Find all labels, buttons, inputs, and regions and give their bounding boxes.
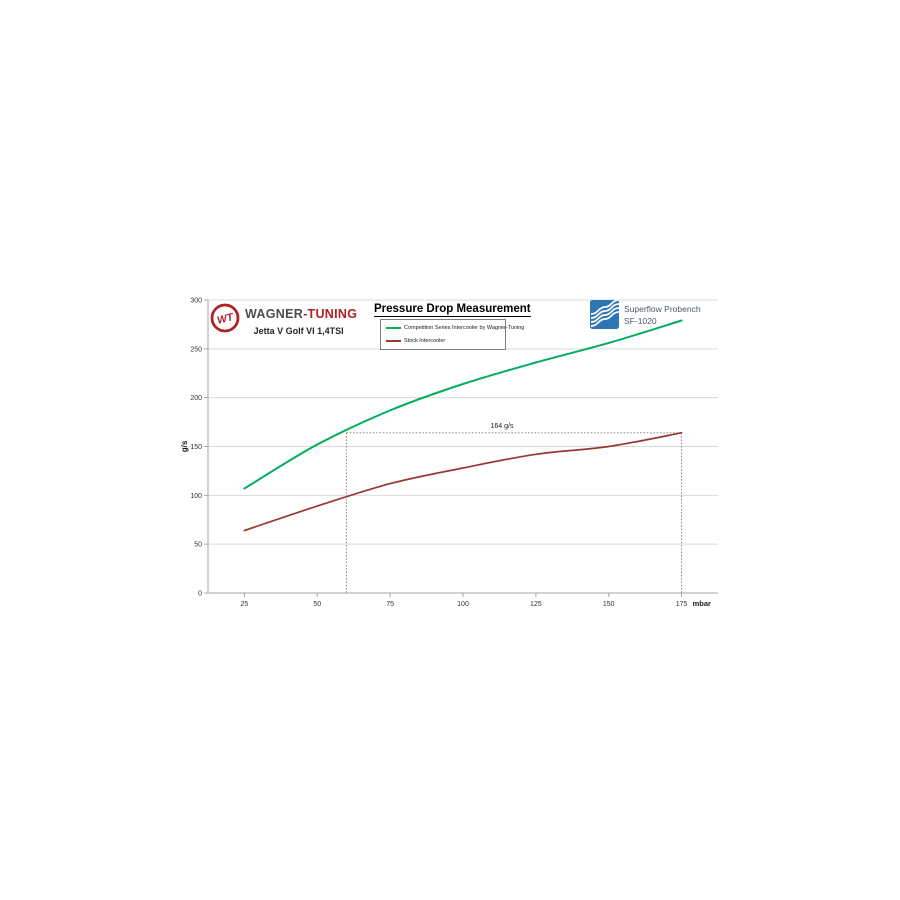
superflow-texts: Superflow Probench SF-1020	[624, 303, 701, 328]
stock-series-swatch-icon	[386, 340, 401, 342]
annotation-label: 164 g/s	[491, 423, 514, 430]
superflow-logo-icon	[590, 300, 619, 329]
x-tick-label-125: 125	[530, 601, 542, 608]
y-tick-label-150: 150	[190, 444, 202, 451]
superflow-model: SF-1020	[624, 316, 657, 327]
superflow-block: Superflow Probench SF-1020	[590, 300, 701, 329]
x-axis-title: mbar	[693, 599, 711, 608]
chart-title: Pressure Drop Measurement	[374, 303, 531, 317]
superflow-name: Superflow Probench	[624, 304, 701, 314]
y-tick-label-250: 250	[190, 346, 202, 353]
x-tick-label-50: 50	[313, 601, 321, 608]
x-tick-label-75: 75	[386, 601, 394, 608]
y-tick-label-100: 100	[190, 493, 202, 500]
y-tick-label-300: 300	[190, 298, 202, 305]
y-tick-label-200: 200	[190, 395, 202, 402]
wagner-name-gray: WAGNER	[245, 307, 304, 321]
title-legend-group: Pressure Drop Measurement Competition Se…	[374, 299, 531, 350]
wagner-monogram: WT	[216, 311, 236, 327]
wagner-tuning-block: WT WAGNER-TUNING Jetta V Golf VI 1,4TSI	[210, 303, 357, 336]
x-tick-label-175: 175	[676, 601, 688, 608]
x-tick-label-25: 25	[241, 601, 249, 608]
wagner-name: WAGNER-TUNING	[245, 307, 357, 321]
wagner-intercooler-curve	[243, 319, 683, 490]
y-axis-title: g/s	[180, 440, 189, 452]
legend: Competition Series Intercooler by Wagner…	[380, 319, 524, 350]
legend-item-wagner: Competition Series Intercooler by Wagner…	[386, 325, 524, 331]
wagner-tuning-logo-icon: WT	[210, 303, 240, 333]
wagner-name-red: -TUNING	[303, 307, 358, 321]
legend-item-stock: Stock Intercooler	[386, 338, 502, 344]
legend-label: Stock Intercooler	[404, 338, 446, 344]
vehicle-model-label: Jetta V Golf VI 1,4TSI	[253, 326, 344, 336]
y-tick-label-0: 0	[198, 591, 202, 598]
legend-label: Competition Series Intercooler by Wagner…	[404, 325, 525, 331]
wagner-texts: WAGNER-TUNING Jetta V Golf VI 1,4TSI	[245, 303, 357, 336]
x-tick-label-150: 150	[603, 601, 615, 608]
x-tick-label-100: 100	[457, 601, 469, 608]
stock-intercooler-curve	[243, 431, 683, 532]
y-tick-label-50: 50	[194, 542, 202, 549]
wagner-series-swatch-icon	[386, 327, 401, 329]
